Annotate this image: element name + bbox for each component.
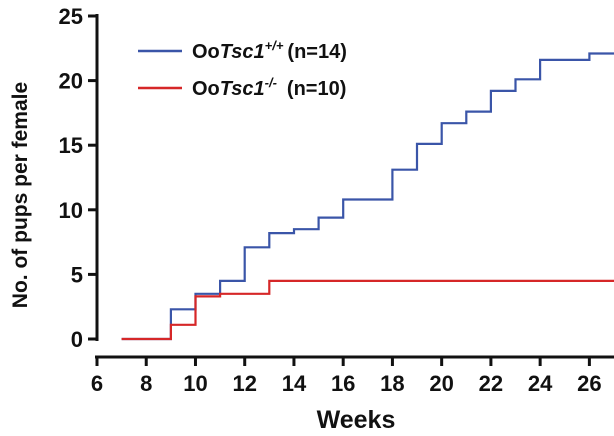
x-tick-label-18: 18 [380, 371, 404, 396]
y-tick-label-25: 25 [59, 4, 83, 29]
legend: OoTsc1+/+ (n=14) OoTsc1-/- (n=10) [138, 38, 347, 100]
y-tick-label-20: 20 [59, 69, 83, 94]
axes [95, 14, 614, 359]
legend-prefix-knockout: Oo [192, 78, 220, 100]
y-tick-label-15: 15 [59, 133, 83, 158]
x-tick-label-20: 20 [429, 371, 453, 396]
x-tick-label-6: 6 [91, 371, 103, 396]
legend-genotype-wildtype: +/+ [265, 38, 284, 53]
x-tick-label-16: 16 [331, 371, 355, 396]
ticks: 0 5 10 15 20 25 6 8 10 12 14 16 18 20 22 24 26 [59, 4, 602, 396]
legend-gene-knockout: Tsc1 [220, 78, 265, 100]
x-tick-label-22: 22 [479, 371, 503, 396]
legend-genotype-knockout: -/- [265, 75, 277, 90]
x-tick-label-8: 8 [140, 371, 152, 396]
plot-area [121, 52, 614, 341]
y-tick-label-10: 10 [59, 198, 83, 223]
x-tick-label-26: 26 [577, 371, 601, 396]
x-tick-label-14: 14 [282, 371, 307, 396]
y-axis-title: No. of pups per female [9, 82, 32, 308]
x-tick-label-10: 10 [183, 371, 207, 396]
x-axis-title: Weeks [317, 406, 396, 434]
y-tick-label-0: 0 [71, 327, 83, 352]
legend-count-wildtype: (n=14) [287, 41, 346, 63]
x-tick-label-12: 12 [232, 371, 256, 396]
series-line-knockout [121, 279, 614, 341]
y-tick-label-5: 5 [71, 262, 83, 287]
legend-label-knockout: OoTsc1-/- (n=10) [192, 75, 346, 100]
legend-label-wildtype: OoTsc1+/+ (n=14) [192, 38, 347, 63]
legend-prefix-wildtype: Oo [192, 41, 220, 63]
series-line-wildtype [121, 52, 614, 341]
legend-gene-wildtype: Tsc1 [220, 41, 265, 63]
x-tick-label-24: 24 [528, 371, 553, 396]
legend-count-knockout: (n=10) [287, 78, 346, 100]
